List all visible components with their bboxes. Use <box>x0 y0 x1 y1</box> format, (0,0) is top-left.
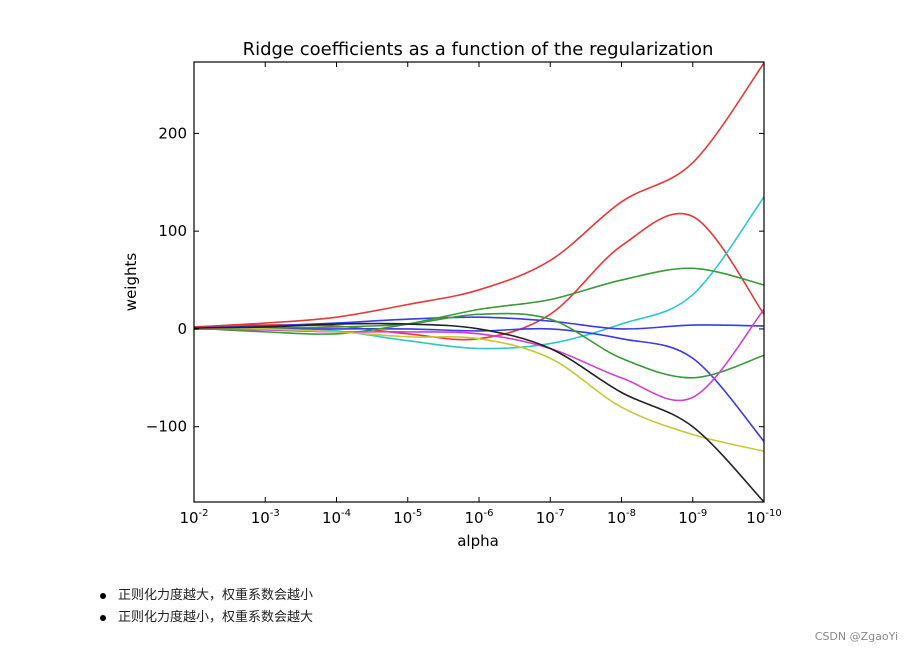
series-line-5 <box>193 327 765 442</box>
x-axis-label: alpha <box>457 532 499 550</box>
notes-list: 正则化力度越大，权重系数会越小 正则化力度越小，权重系数会越大 <box>100 585 313 629</box>
bullet-icon <box>100 593 106 599</box>
x-tick-label: 10-10 <box>746 508 781 527</box>
series-line-7 <box>193 312 765 379</box>
series-line-4 <box>193 316 765 330</box>
y-tick-label: 0 <box>177 320 187 338</box>
series-layer <box>193 62 765 503</box>
x-tick-label: 10-7 <box>536 508 565 527</box>
y-axis-label: weights <box>122 253 140 312</box>
x-tick-label: 10-2 <box>179 508 208 527</box>
note-text: 正则化力度越大，权重系数会越小 <box>118 588 314 603</box>
x-tick-label: 10-6 <box>464 508 493 527</box>
series-line-10 <box>193 322 765 503</box>
series-line-6 <box>193 267 765 336</box>
list-item: 正则化力度越大，权重系数会越小 <box>100 585 313 607</box>
x-tick-label: 10-8 <box>607 508 636 527</box>
plot-frame <box>193 61 765 503</box>
y-tick-label: −100 <box>146 418 187 436</box>
list-item: 正则化力度越小，权重系数会越大 <box>100 607 313 629</box>
bullet-icon <box>100 615 106 621</box>
note-text: 正则化力度越小，权重系数会越大 <box>118 610 314 625</box>
ticks-layer: 10-2 10-3 10-4 10-5 10-6 10-7 10-8 10-9 10-10 200… <box>146 62 782 527</box>
series-line-8 <box>193 308 765 402</box>
series-line-9 <box>193 327 765 452</box>
watermark: CSDN @ZgaoYi <box>814 630 898 643</box>
x-tick-label: 10-5 <box>393 508 422 527</box>
series-line-2 <box>193 212 765 341</box>
y-tick-label: 200 <box>158 124 187 142</box>
x-tick-label: 10-3 <box>251 508 280 527</box>
chart-title: Ridge coefficients as a function of the … <box>243 39 714 60</box>
y-tick-label: 100 <box>158 222 187 240</box>
x-tick-label: 10-4 <box>322 508 351 527</box>
x-tick-label: 10-9 <box>678 508 707 527</box>
series-line-1 <box>193 62 765 328</box>
